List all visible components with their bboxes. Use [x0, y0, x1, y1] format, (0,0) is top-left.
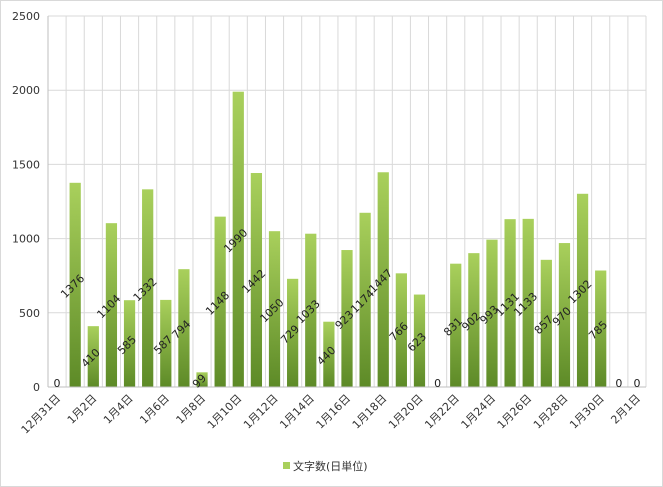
bar: [468, 253, 480, 387]
legend-swatch: [283, 462, 290, 469]
x-tick-label: 1月12日: [241, 392, 281, 432]
bar: [250, 173, 263, 387]
bar: [305, 233, 317, 387]
data-label: 623: [405, 330, 429, 354]
legend-label: 文字数(日単位): [293, 459, 368, 473]
bar: [359, 212, 371, 387]
bar: [160, 299, 172, 387]
y-tick-label: 2000: [12, 84, 40, 97]
x-tick-label: 1月26日: [495, 392, 535, 432]
bar: [341, 250, 353, 387]
y-tick-label: 500: [19, 307, 40, 320]
data-label: 587: [151, 333, 175, 357]
data-label: 410: [79, 346, 103, 370]
bar: [576, 193, 589, 387]
bar: [87, 326, 99, 387]
y-tick-label: 2500: [12, 10, 40, 23]
grid-lines: [47, 15, 647, 388]
bar: [522, 218, 534, 387]
data-label: 0: [615, 377, 622, 390]
bar: [504, 219, 516, 387]
legend: 文字数(日単位): [283, 459, 368, 473]
x-tick-label: 1月24日: [458, 392, 498, 432]
bar: [196, 372, 208, 387]
x-tick-label: 1月20日: [386, 392, 426, 432]
bar: [178, 269, 190, 387]
y-tick-label: 1000: [12, 233, 40, 246]
x-tick-label: 2月1日: [608, 392, 643, 427]
bar: [287, 278, 299, 387]
x-tick-label: 1月6日: [137, 392, 172, 427]
bar: [123, 300, 136, 387]
data-label: 794: [169, 318, 193, 342]
x-tick-label: 1月4日: [101, 392, 136, 427]
x-axis-ticks: 12月31日 1月2日 1月4日 1月6日 1月8日1月10日1月12日1月14日1月1…: [19, 392, 643, 437]
y-axis-ticks: 0 500 1000 1500 2000 2500: [12, 10, 40, 394]
x-tick-label: 1月16日: [314, 392, 354, 432]
data-label: 0: [633, 377, 640, 390]
axes: [47, 16, 646, 388]
x-tick-label: 1月18日: [350, 392, 390, 432]
x-tick-label: 12月31日: [19, 392, 64, 437]
bar: [486, 239, 498, 387]
bar: [377, 172, 389, 387]
bar: [450, 263, 462, 387]
bar: [232, 91, 244, 388]
bar: [540, 259, 552, 387]
x-tick-label: 1月2日: [65, 392, 100, 427]
y-tick-label: 0: [33, 381, 40, 394]
x-tick-label: 1月10日: [205, 392, 245, 432]
bar: [413, 294, 426, 387]
bar: [595, 270, 607, 387]
data-label: 440: [314, 344, 338, 368]
bar: [268, 231, 281, 387]
data-label: 0: [434, 377, 441, 390]
data-label: 585: [115, 333, 139, 357]
bar: [105, 223, 118, 387]
bar: [558, 243, 571, 387]
bar: [323, 321, 335, 387]
data-label: 0: [54, 377, 61, 390]
x-tick-label: 1月8日: [174, 392, 209, 427]
y-tick-label: 1500: [12, 158, 40, 171]
x-tick-label: 1月22日: [422, 392, 462, 432]
bars: [69, 91, 607, 388]
x-tick-label: 1月28日: [531, 392, 571, 432]
data-label: 785: [586, 318, 610, 342]
data-label: 970: [550, 305, 574, 329]
bar: [69, 182, 81, 387]
x-tick-label: 1月30日: [567, 392, 607, 432]
bar: [395, 273, 407, 387]
data-label: 766: [387, 320, 411, 344]
bar: [142, 189, 154, 387]
data-label: 729: [278, 322, 302, 346]
x-tick-label: 1月14日: [277, 392, 317, 432]
bar: [214, 216, 226, 387]
